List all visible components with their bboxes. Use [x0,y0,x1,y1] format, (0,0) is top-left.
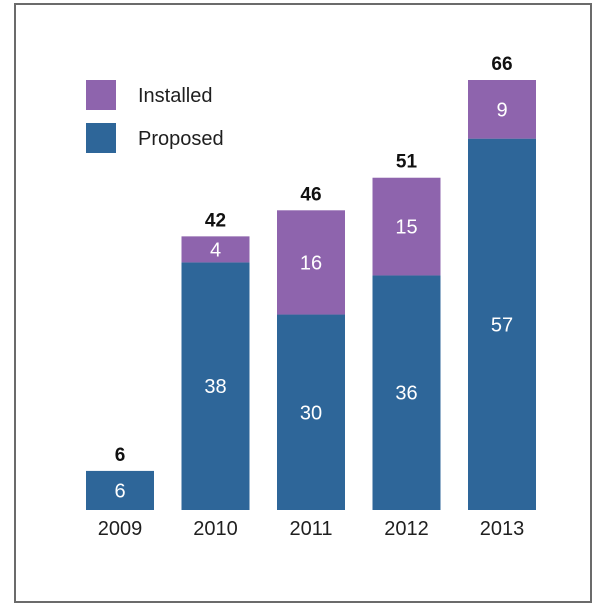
bar-proposed-2010 [181,262,250,510]
bar-proposed-2011 [277,314,345,510]
data-label-installed-2013: 9 [496,99,507,121]
chart-legend: Installed Proposed [86,80,224,153]
total-label-2011: 46 [300,184,321,205]
bar-stack-2009: 66 [86,445,154,510]
legend-swatch-proposed [86,123,116,153]
data-label-proposed-2011: 30 [300,402,322,424]
bar-installed-2010 [181,236,250,263]
data-label-proposed-2009: 6 [114,480,125,502]
x-tick-2010: 2010 [193,518,238,540]
bar-stack-2013: 57 9 66 [468,54,536,511]
bar-proposed-2012 [372,275,441,510]
legend-label-installed: Installed [138,85,213,107]
bar-stack-2012: 36 15 51 [372,152,441,510]
bar-stack-2010: 38 4 42 [181,210,250,510]
data-label-proposed-2013: 57 [491,314,513,336]
legend-swatch-installed [86,80,116,110]
total-label-2013: 66 [491,54,512,75]
bar-proposed-2013 [468,138,536,511]
total-label-2010: 42 [205,210,226,231]
x-axis-tick-labels: 2009 2010 2011 2012 2013 [98,518,525,540]
bar-stack-2011: 30 16 46 [277,184,345,510]
data-label-installed-2011: 16 [300,252,322,274]
x-tick-2013: 2013 [480,518,525,540]
bar-proposed-2009 [86,470,154,510]
data-label-proposed-2010: 38 [204,376,226,398]
legend-label-proposed: Proposed [138,128,224,150]
bar-installed-2013 [468,80,536,139]
data-label-installed-2012: 15 [395,217,417,239]
data-label-proposed-2012: 36 [395,383,417,405]
bar-installed-2012 [372,177,441,276]
legend-item-proposed: Proposed [86,123,224,153]
bar-installed-2011 [277,210,345,315]
data-label-installed-2010: 4 [210,239,221,261]
x-tick-2011: 2011 [289,518,332,540]
total-label-2009: 6 [115,445,126,466]
x-tick-2012: 2012 [384,518,429,540]
x-tick-2009: 2009 [98,518,143,540]
legend-item-installed: Installed [86,80,213,110]
total-label-2012: 51 [396,152,418,173]
